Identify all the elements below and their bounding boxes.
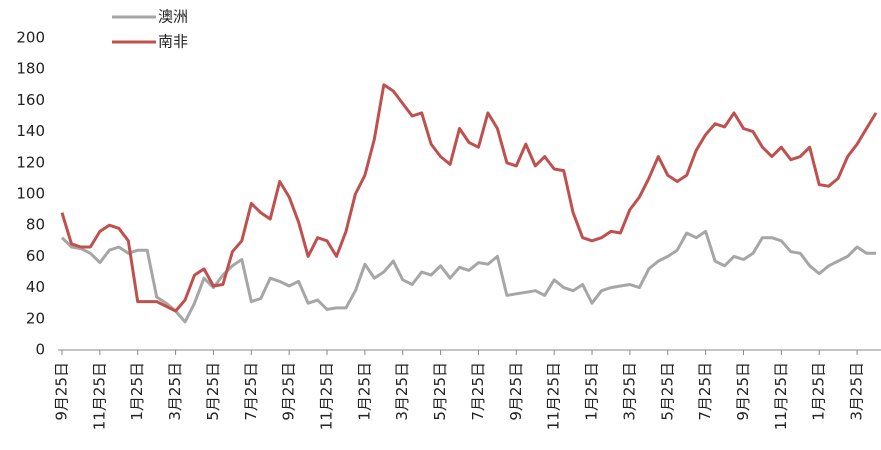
x-tick-label: 5月25日 xyxy=(204,362,222,421)
y-tick-label: 20 xyxy=(26,309,45,327)
y-tick-label: 200 xyxy=(16,29,45,47)
x-tick-label: 9月25日 xyxy=(280,362,298,421)
y-tick-label: 160 xyxy=(16,91,45,109)
x-tick-label: 5月25日 xyxy=(658,362,676,421)
y-tick-label: 80 xyxy=(26,216,45,234)
y-tick-label: 40 xyxy=(26,278,45,296)
x-tick-label: 3月25日 xyxy=(166,362,184,421)
line-series xyxy=(60,83,878,313)
x-tick-label: 1月25日 xyxy=(355,362,373,421)
x-tick-label: 9月25日 xyxy=(53,362,71,421)
x-tick-label: 9月25日 xyxy=(734,362,752,421)
x-tick-label: 7月25日 xyxy=(242,362,260,421)
x-tick-label: 11月25日 xyxy=(772,362,790,430)
y-tick-label: 60 xyxy=(26,247,45,265)
x-tick-label: 5月25日 xyxy=(431,362,449,421)
x-tick-label: 3月25日 xyxy=(393,362,411,421)
x-tick-label: 1月25日 xyxy=(810,362,828,421)
legend-label: 澳洲 xyxy=(158,8,188,26)
x-tick-label: 3月25日 xyxy=(848,362,866,421)
y-tick-label: 180 xyxy=(16,60,45,78)
x-tick-label: 1月25日 xyxy=(583,362,601,421)
legend-label: 南非 xyxy=(158,33,188,51)
x-tick-label: 7月25日 xyxy=(696,362,714,421)
x-tick-label: 3月25日 xyxy=(620,362,638,421)
line-series xyxy=(60,229,876,324)
y-tick-label: 120 xyxy=(16,153,45,171)
y-tick-label: 140 xyxy=(16,122,45,140)
y-tick-label: 100 xyxy=(16,185,45,203)
x-tick-label: 7月25日 xyxy=(469,362,487,421)
x-tick-label: 11月25日 xyxy=(545,362,563,430)
x-tick-label: 1月25日 xyxy=(128,362,146,421)
x-tick-label: 11月25日 xyxy=(318,362,336,430)
x-tick-label: 11月25日 xyxy=(90,362,108,430)
x-tick-label: 9月25日 xyxy=(507,362,525,421)
y-tick-label: 0 xyxy=(35,341,45,359)
